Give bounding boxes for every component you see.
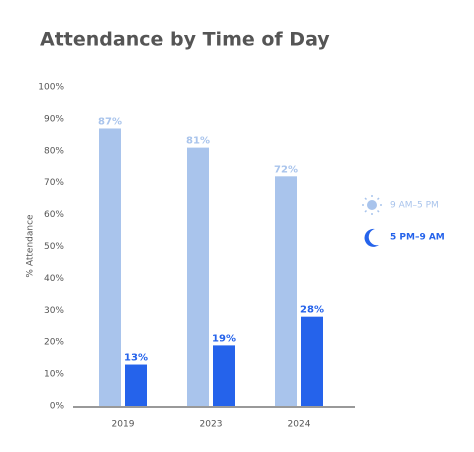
value-label: 81% (186, 136, 210, 147)
value-label: 72% (274, 164, 298, 175)
y-tick-label: 60% (44, 210, 64, 220)
x-tick-label: 2019 (112, 420, 135, 430)
legend-icon-sun (362, 195, 382, 215)
value-label: 87% (98, 116, 122, 127)
y-tick-label: 100% (38, 83, 64, 93)
bar (125, 364, 147, 406)
y-tick-label: 10% (44, 370, 64, 380)
x-tick-label: 2023 (200, 420, 223, 430)
y-tick-label: 20% (44, 338, 64, 348)
y-tick-label: 40% (44, 274, 64, 284)
chart-title: Attendance by Time of Day (40, 29, 330, 51)
y-axis-label: % Attendance (26, 214, 36, 278)
y-tick-label: 50% (44, 242, 64, 252)
legend-icon-moon (364, 228, 379, 247)
y-tick-label: 70% (44, 178, 64, 188)
y-tick-label: 30% (44, 306, 64, 316)
value-label: 19% (212, 333, 236, 344)
bar (99, 128, 121, 406)
bar (213, 345, 235, 406)
y-tick-label: 0% (50, 402, 65, 412)
x-tick-label: 2024 (288, 420, 311, 430)
bar (187, 147, 209, 407)
legend-label: 5 PM–9 AM (390, 233, 445, 243)
y-tick-label: 90% (44, 114, 64, 124)
bar (301, 316, 323, 406)
value-label: 28% (300, 305, 324, 316)
y-tick-label: 80% (44, 146, 64, 156)
value-label: 13% (124, 353, 148, 364)
legend-label: 9 AM–5 PM (390, 201, 439, 211)
bar (275, 176, 297, 406)
